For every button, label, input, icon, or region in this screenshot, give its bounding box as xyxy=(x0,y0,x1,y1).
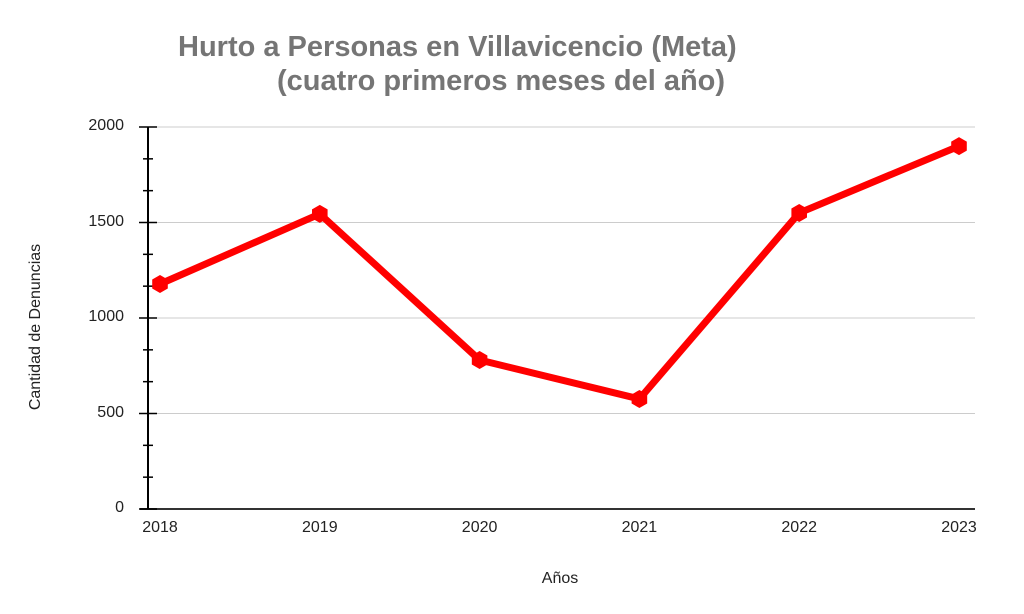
y-tick-label: 2000 xyxy=(88,117,124,134)
y-tick-label: 500 xyxy=(97,403,124,421)
y-tick-label: 0 xyxy=(115,499,124,516)
series-line xyxy=(158,142,961,403)
x-tick-label: 2020 xyxy=(461,519,498,536)
data-point-marker xyxy=(471,351,488,370)
x-tick-label: 2023 xyxy=(941,519,977,536)
x-tick-label: 2019 xyxy=(302,519,338,536)
y-tick-label: 1000 xyxy=(88,308,124,325)
data-point-marker xyxy=(631,389,648,408)
x-axis-label: Años xyxy=(541,570,579,587)
x-tick-label: 2022 xyxy=(781,519,817,536)
y-tick-label: 1500 xyxy=(88,212,124,230)
data-point-marker xyxy=(312,204,328,223)
data-point-marker xyxy=(791,203,807,222)
data-point-marker xyxy=(951,137,967,156)
chart-title-line1: Hurto a Personas en Villavicencio (Meta) xyxy=(178,31,737,63)
data-point-marker xyxy=(152,275,168,294)
x-tick-label: 2021 xyxy=(621,519,658,536)
y-axis-label: Cantidad de Denuncias xyxy=(27,243,44,411)
x-tick-label: 2018 xyxy=(142,519,178,536)
chart-subtitle: (cuatro primeros meses del año) xyxy=(277,65,726,97)
